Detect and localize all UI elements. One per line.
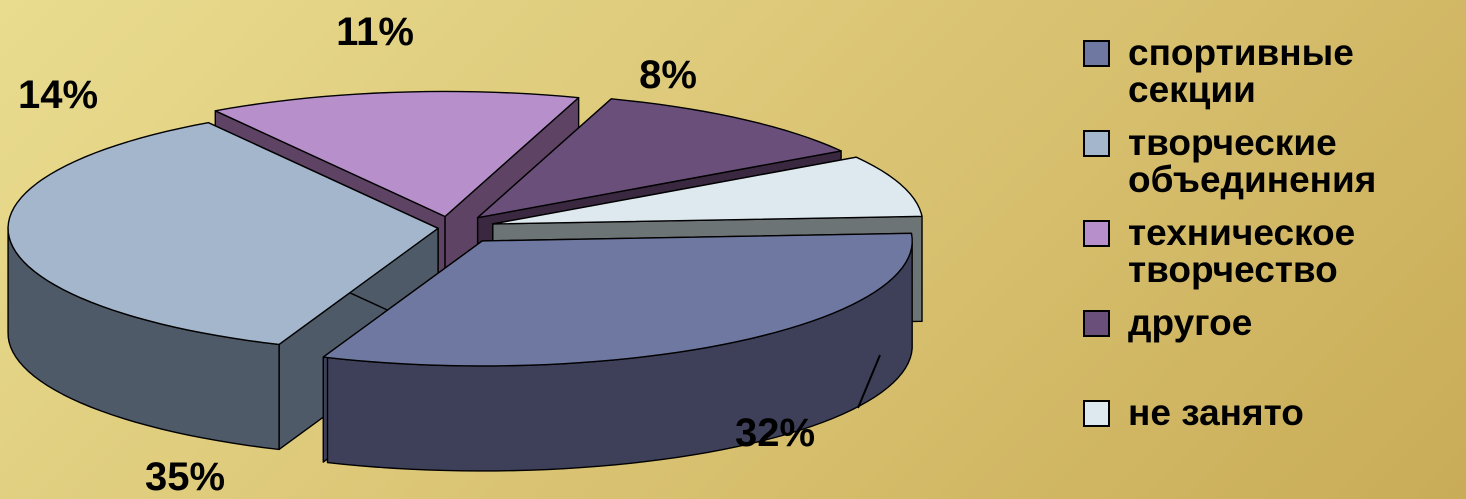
slice-sport — [322, 232, 913, 472]
slice-sport-top — [322, 232, 913, 367]
slice-creative-top — [7, 121, 439, 346]
legend-swatch-technical — [1083, 220, 1110, 247]
legend-item-technical: техническое творчество — [1083, 214, 1463, 304]
pie-slices — [7, 90, 923, 472]
leader-line-sport — [857, 354, 881, 409]
legend-swatch-creative — [1083, 130, 1110, 157]
slice-other-top — [476, 98, 842, 219]
legend-swatch-free — [1083, 400, 1110, 427]
slice-technical-top — [214, 90, 580, 218]
legend-label-other: другое — [1128, 302, 1253, 343]
legend-item-other: другое — [1083, 304, 1463, 394]
legend-item-sport: спортивные секции — [1083, 34, 1463, 124]
value-label-other: 11% — [336, 10, 414, 54]
legend-item-free: не занято — [1083, 394, 1463, 484]
legend-item-creative: творческие объединения — [1083, 124, 1463, 214]
legend: спортивные секции творческие объединения… — [1083, 34, 1463, 484]
legend-label-technical: техническое творчество — [1128, 212, 1356, 290]
value-label-free: 8% — [639, 53, 697, 97]
value-label-creative: 35% — [145, 455, 225, 499]
legend-label-free: не занято — [1128, 392, 1304, 433]
value-label-sport: 32% — [735, 411, 815, 455]
slice-free-top — [492, 156, 923, 225]
value-labels: 32% 35% 14% 11% 8% — [18, 10, 815, 499]
legend-label-sport: спортивные секции — [1128, 32, 1354, 110]
legend-swatch-other — [1083, 310, 1110, 337]
legend-label-creative: творческие объединения — [1128, 122, 1377, 200]
value-label-technical: 14% — [18, 73, 98, 117]
legend-swatch-sport — [1083, 40, 1110, 67]
